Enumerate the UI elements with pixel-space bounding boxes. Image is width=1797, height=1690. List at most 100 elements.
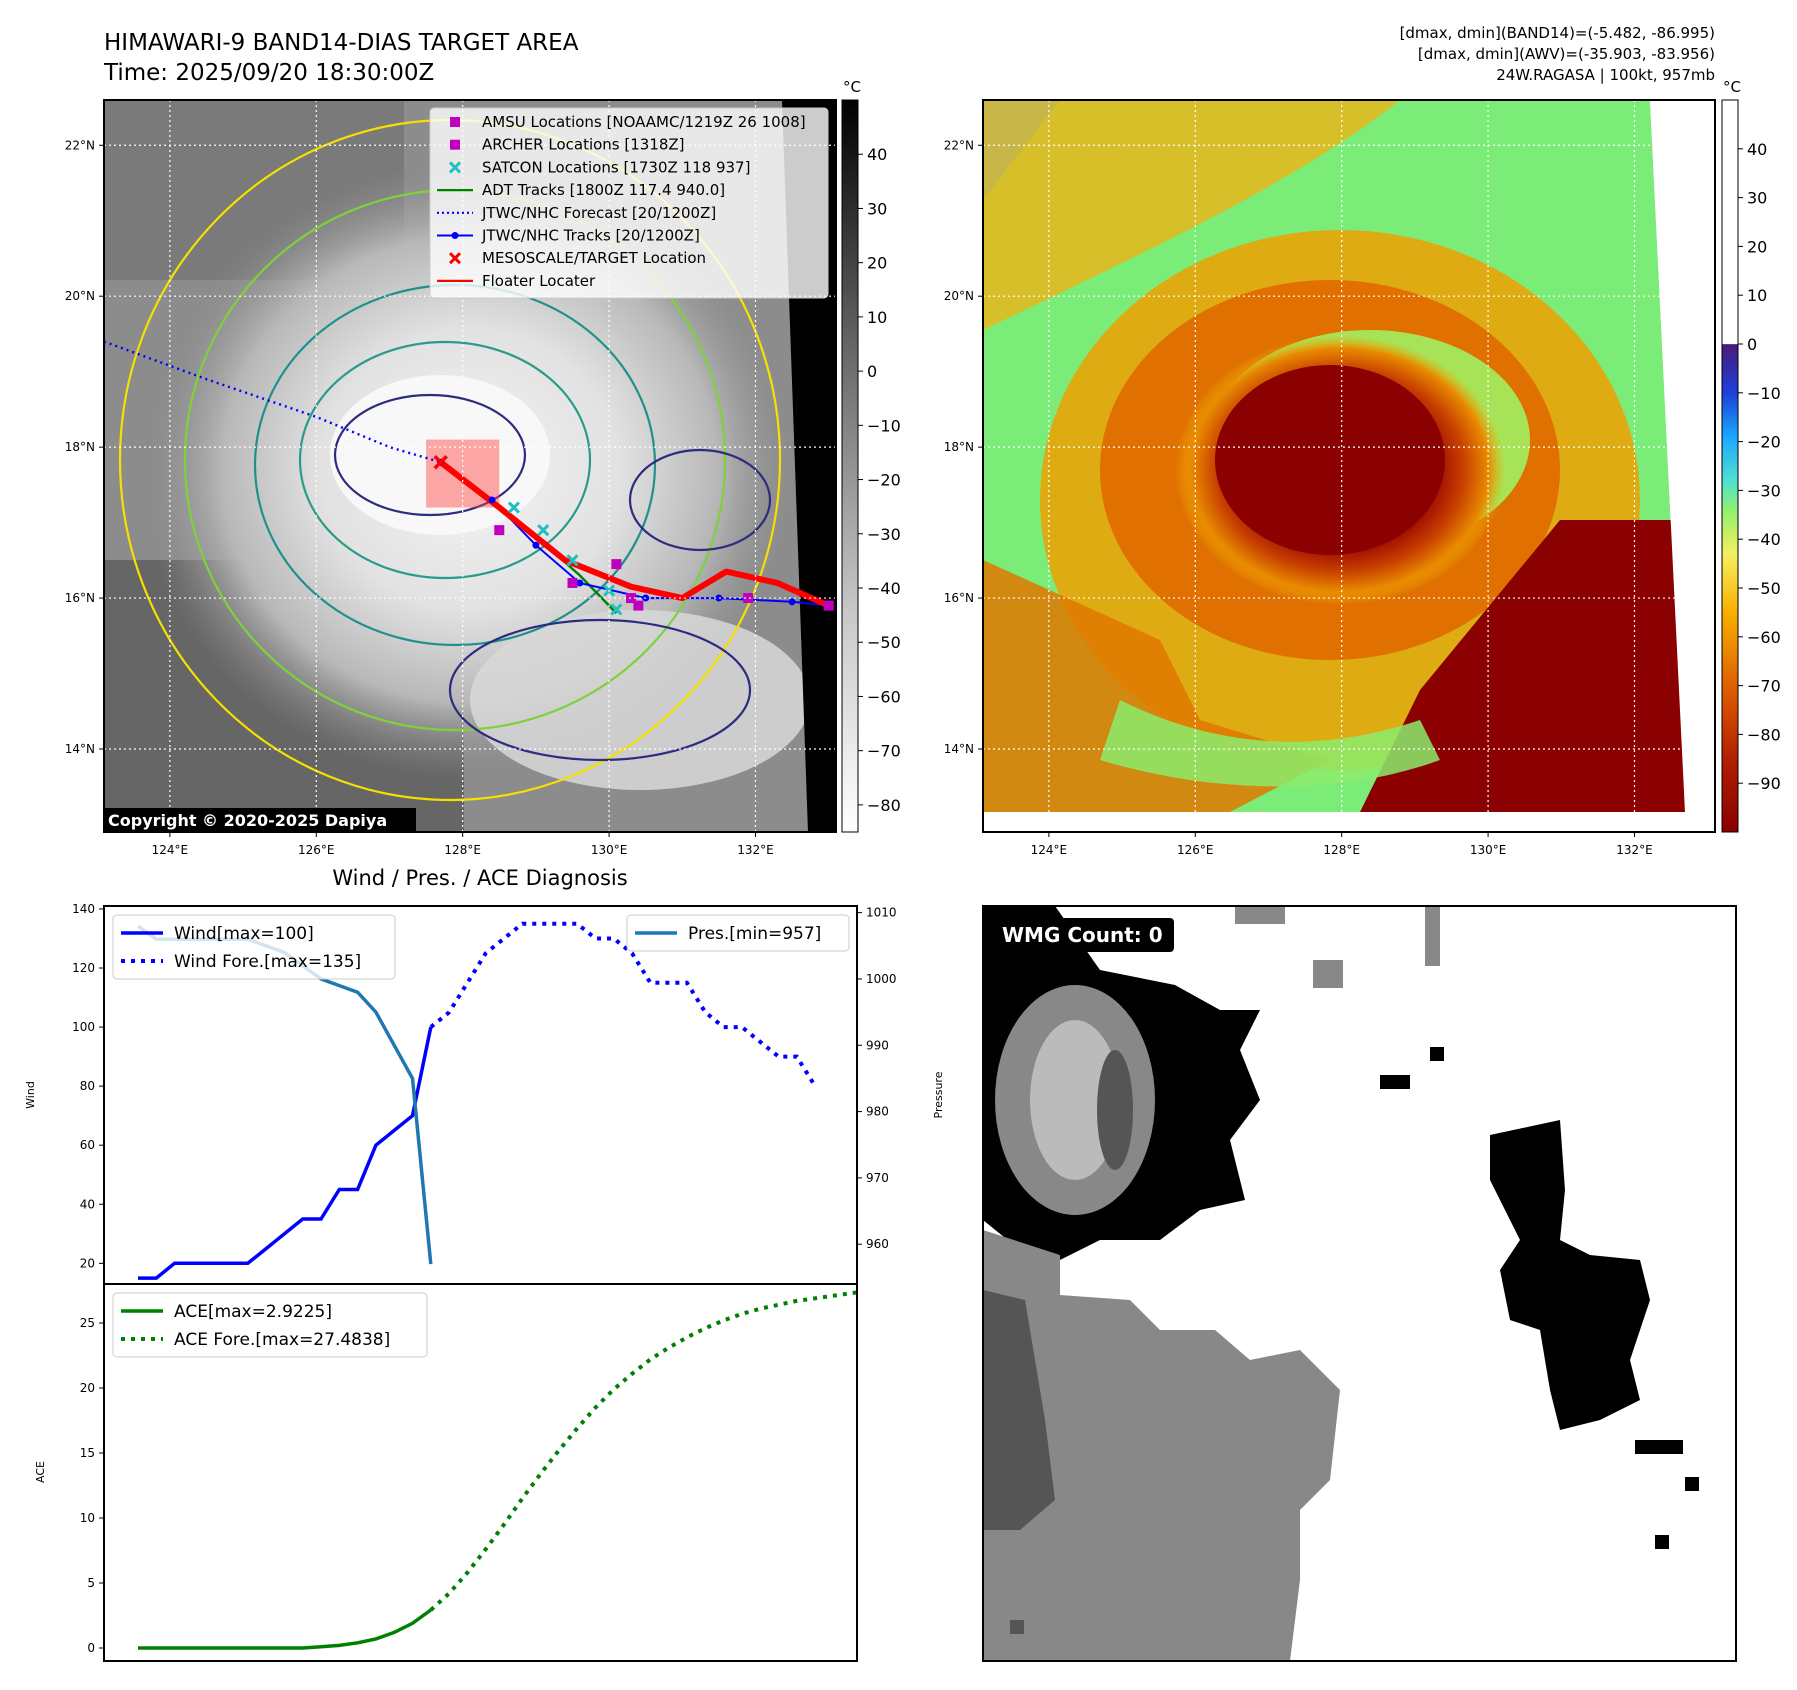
wind-legend-label: Wind[max=100] — [174, 924, 314, 944]
wmg-darkgray-south — [983, 1290, 1055, 1530]
legend-item-4: JTWC/NHC Forecast [20/1200Z] — [437, 204, 716, 222]
legend-label-5: JTWC/NHC Tracks [20/1200Z] — [481, 227, 700, 245]
awv-bottom-strip — [983, 812, 1715, 832]
colorbar-tick-label-7: −30 — [1747, 481, 1781, 500]
pressure-legend: Pres.[min=957] — [626, 914, 850, 952]
colorbar-tick-label-6: −20 — [1747, 433, 1781, 452]
wmg-inner-dark — [1097, 1050, 1133, 1170]
lon-tick-label-4: 132°E — [737, 843, 774, 857]
legend-item-7: Floater Locater — [437, 272, 596, 290]
colorbar-tick-label-2: 20 — [867, 254, 887, 273]
ace-tick-label-2: 10 — [80, 1511, 95, 1525]
jtwc-point-1 — [488, 496, 496, 504]
ace-legend-box — [112, 1292, 428, 1358]
legend-item-1: ARCHER Locations [1318Z] — [450, 136, 685, 154]
wmg-frame — [982, 905, 1737, 1662]
lon-tick-label-1: 126°E — [1177, 843, 1214, 857]
awv-axis-ticks: 124°E 126°E 128°E 130°E 132°E 22°N 20°N 18°N 16°… — [944, 138, 1653, 857]
ace-tick-label-5: 25 — [80, 1316, 95, 1330]
wmg-count-box — [994, 918, 1174, 952]
legend-item-3: ADT Tracks [1800Z 117.4 940.0] — [437, 181, 725, 199]
wind-axis-label: Wind — [24, 1081, 37, 1109]
lon-tick-label-2: 128°E — [1323, 843, 1360, 857]
ace-tick-label-4: 20 — [80, 1381, 95, 1395]
ace-chart: 0 5 10 15 20 25 ACE ACE[max=2.9225] ACE Fore.… — [34, 1283, 858, 1662]
pressure-tick-label-4: 1000 — [866, 972, 897, 986]
lon-tick-label-0: 124°E — [152, 843, 189, 857]
ir-legend: AMSU Locations [NOAAMC/1219Z 26 1008] ARC… — [429, 107, 829, 299]
colorbar-tick-label-4: 0 — [867, 362, 877, 381]
ace-legend-label: ACE[max=2.9225] — [174, 1302, 332, 1322]
legend-item-0: AMSU Locations [NOAAMC/1219Z 26 1008] — [450, 113, 806, 131]
contour-navy-south — [448, 618, 752, 762]
colorbar-tick-label-1: 30 — [867, 199, 887, 218]
figure-title: HIMAWARI-9 BAND14-DIAS TARGET AREA — [104, 30, 579, 56]
legend-label-6: MESOSCALE/TARGET Location — [482, 249, 706, 267]
pressure-tick-label-3: 990 — [866, 1038, 889, 1052]
wind-pressure-chart: 20 40 60 80 100 120 140 960 970 980 990 1000 1010 W… — [24, 902, 945, 1285]
colorbar-tick-label-9: −50 — [1747, 579, 1781, 598]
satcon-point-0 — [507, 501, 520, 514]
floater-track — [438, 459, 830, 609]
jtwc-point-6 — [788, 598, 796, 606]
wmg-speck-4 — [1380, 1075, 1410, 1089]
legend-marker-square — [450, 139, 460, 150]
ace-forecast-legend-label: ACE Fore.[max=27.4838] — [174, 1330, 390, 1350]
colorbar-tick-label-5: −10 — [867, 416, 901, 435]
jtwc-forecast-track — [104, 340, 442, 464]
legend-label-1: ARCHER Locations [1318Z] — [482, 136, 685, 154]
legend-marker-x — [448, 252, 462, 265]
colorbar-tick-label-8: −40 — [867, 579, 901, 598]
amsu-points — [494, 525, 834, 611]
contour-navy — [333, 393, 527, 517]
lat-tick-label-1: 20°N — [944, 289, 974, 303]
awv-moist-north — [983, 100, 1400, 330]
legend-marker-dot — [451, 232, 459, 239]
ir-colorbar: °C 40 30 20 10 0 −10 −20 −30 −40 −50 −60 −70 −80 — [841, 78, 901, 833]
colorbar-tick-label-11: −70 — [867, 742, 901, 761]
jtwc-point-5 — [715, 594, 723, 602]
colorbar-tick-label-12: −80 — [867, 796, 901, 815]
legend-marker-square — [450, 117, 460, 127]
awv-colorbar-bar — [1721, 99, 1739, 833]
ace-axis-ticks: 0 5 10 15 20 25 — [80, 1316, 104, 1655]
ir-colorbar-unit: °C — [843, 78, 861, 96]
pressure-legend-box — [626, 914, 850, 952]
colorbar-tick-label-3: 10 — [867, 308, 887, 327]
wind-legend-box — [112, 914, 396, 980]
awv-no-data-strip — [1650, 100, 1715, 832]
ir-map-panel: Copyright © 2020-2025 Dapiya 124°E 126°E 1… — [65, 78, 901, 857]
awv-colorbar-unit: °C — [1723, 78, 1741, 96]
lon-tick-label-2: 128°E — [444, 843, 481, 857]
contour-navy-east — [628, 448, 772, 552]
lon-tick-label-4: 132°E — [1616, 843, 1653, 857]
jtwc-point-3 — [576, 579, 584, 587]
stats-storm: 24W.RAGASA | 100kt, 957mb — [1496, 66, 1715, 84]
colorbar-tick-label-10: −60 — [867, 687, 901, 706]
wmg-speck-8 — [1635, 1440, 1683, 1454]
wmg-speck-1 — [1313, 960, 1343, 988]
wind-legend: Wind[max=100] Wind Fore.[max=135] — [112, 914, 396, 980]
ace-tick-label-0: 0 — [87, 1641, 95, 1655]
pressure-axis-label: Pressure — [932, 1071, 945, 1118]
amsu-point-2 — [611, 559, 622, 570]
awv-map-panel: 124°E 126°E 128°E 130°E 132°E 22°N 20°N 18°N 16°… — [944, 78, 1781, 857]
series-wind — [138, 1026, 433, 1280]
copyright: Copyright © 2020-2025 Dapiya — [108, 811, 387, 830]
ace-legend: ACE[max=2.9225] ACE Fore.[max=27.4838] — [112, 1292, 428, 1358]
ace-axis-label: ACE — [34, 1461, 47, 1483]
wmg-speck-9 — [1010, 1620, 1024, 1634]
ace-chart-frame — [103, 1283, 858, 1662]
lat-tick-label-4: 14°N — [65, 742, 95, 756]
pressure-tick-label-5: 1010 — [866, 906, 897, 920]
lat-tick-label-4: 14°N — [944, 742, 974, 756]
series-ace — [138, 1608, 432, 1650]
stats-band14: [dmax, dmin](BAND14)=(-5.482, -86.995) — [1400, 24, 1715, 42]
pressure-tick-label-2: 980 — [866, 1105, 889, 1119]
wmg-speck-5 — [1430, 1047, 1444, 1061]
lat-tick-label-0: 22°N — [944, 138, 974, 152]
lat-tick-label-3: 16°N — [65, 591, 95, 605]
lat-tick-label-3: 16°N — [944, 591, 974, 605]
pressure-tick-label-1: 970 — [866, 1171, 889, 1185]
colorbar-tick-label-5: −10 — [1747, 384, 1781, 403]
